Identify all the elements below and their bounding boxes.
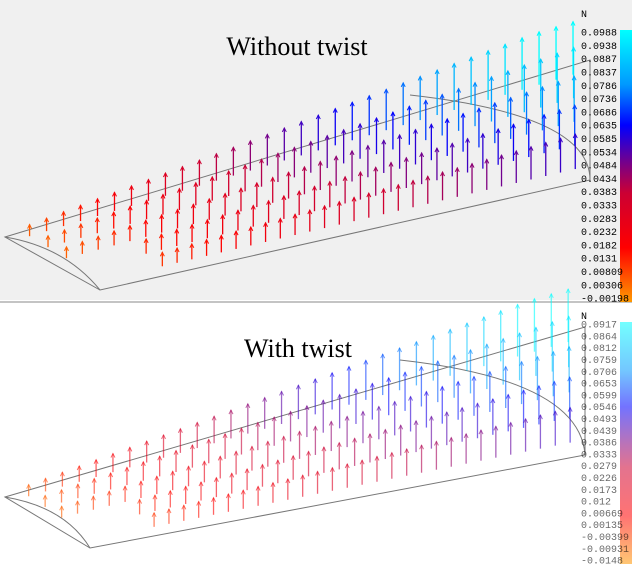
- legend-label: 0.0131: [581, 255, 617, 266]
- legend-label: 0.0812: [581, 344, 617, 355]
- legend-label: 0.0653: [581, 380, 617, 391]
- legend-label: 0.0599: [581, 391, 617, 402]
- legend-label: 0.0759: [581, 356, 617, 367]
- legend-label: 0.0232: [581, 228, 617, 239]
- legend-label: 0.0279: [581, 462, 617, 473]
- legend-label: 0.0333: [581, 202, 617, 213]
- legend-bar: [620, 30, 632, 302]
- legend-label: 0.0887: [581, 55, 617, 66]
- legend-label: -0.0148: [581, 557, 623, 567]
- legend-label: -0.00931: [581, 545, 629, 556]
- panel-title: Without twist: [226, 32, 368, 61]
- legend-label: 0.0386: [581, 439, 617, 450]
- legend-label: 0.00306: [581, 281, 623, 292]
- legend-unit: N: [581, 10, 587, 21]
- legend-label: 0.0736: [581, 95, 617, 106]
- legend-label: 0.0864: [581, 332, 617, 343]
- legend-label: -0.00198: [581, 295, 629, 306]
- legend-label: 0.0635: [581, 122, 617, 133]
- legend-label: 0.0837: [581, 69, 617, 80]
- legend-label: 0.00669: [581, 509, 623, 520]
- legend-label: 0.0686: [581, 108, 617, 119]
- legend-label: 0.0283: [581, 215, 617, 226]
- panel-title: With twist: [244, 334, 353, 363]
- legend-label: 0.0585: [581, 135, 617, 146]
- legend-label: 0.0173: [581, 486, 617, 497]
- legend-label: -0.00399: [581, 533, 629, 544]
- legend-label: 0.0938: [581, 42, 617, 53]
- legend-label: 0.0226: [581, 474, 617, 485]
- legend-label: 0.0786: [581, 82, 617, 93]
- legend-label: 0.0534: [581, 148, 617, 159]
- legend-label: 0.0182: [581, 241, 617, 252]
- legend-label: 0.00135: [581, 521, 623, 532]
- legend-label: 0.0333: [581, 450, 617, 461]
- legend-label: 0.012: [581, 498, 611, 509]
- legend-label: 0.0706: [581, 368, 617, 379]
- legend-label: 0.0546: [581, 403, 617, 414]
- legend-label: 0.0434: [581, 175, 617, 186]
- figure: Without twist With twist N N 0.09880.093…: [0, 0, 632, 567]
- legend-label: 0.00809: [581, 268, 623, 279]
- legend-label: 0.0988: [581, 29, 617, 40]
- legend-label: 0.0484: [581, 162, 617, 173]
- legend-label: 0.0917: [581, 321, 617, 332]
- legend-label: 0.0383: [581, 188, 617, 199]
- legend-label: 0.0439: [581, 427, 617, 438]
- legend-label: 0.0493: [581, 415, 617, 426]
